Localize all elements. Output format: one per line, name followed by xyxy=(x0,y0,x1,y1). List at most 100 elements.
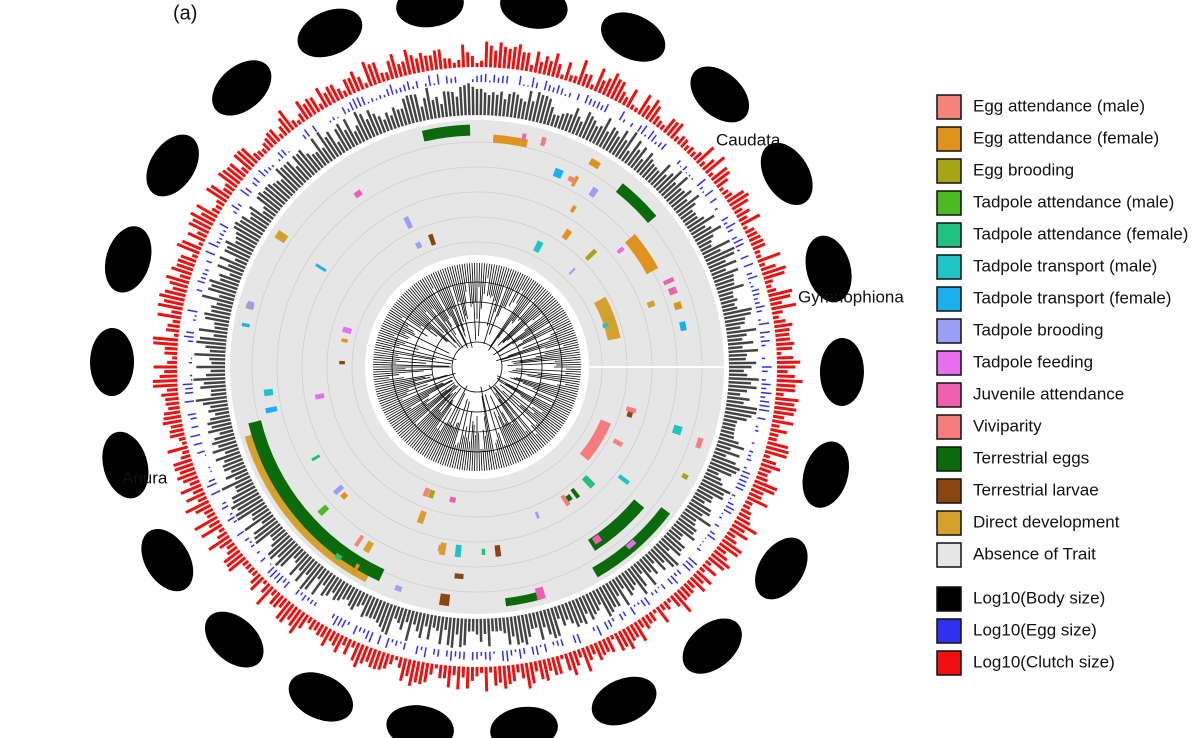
egg-bar xyxy=(543,643,548,653)
clutch-bar xyxy=(601,638,611,653)
tree-branch xyxy=(379,393,408,405)
egg-bar xyxy=(699,544,702,547)
egg-bar xyxy=(336,116,339,119)
tree-branch xyxy=(520,290,549,320)
tree-branch xyxy=(556,364,581,366)
body-bar xyxy=(272,182,293,201)
clutch-bar xyxy=(679,585,691,598)
body-bar xyxy=(637,158,654,178)
tree-branch xyxy=(512,370,581,378)
clutch-bar xyxy=(192,487,204,495)
body-bar xyxy=(726,376,759,381)
clutch-bar xyxy=(738,511,751,521)
clutch-bar xyxy=(736,208,751,219)
tree-branch xyxy=(377,334,406,344)
clutch-bar xyxy=(506,48,512,69)
clutch-bar xyxy=(704,156,726,175)
body-bar xyxy=(225,240,254,257)
egg-bar xyxy=(723,508,732,515)
egg-bar xyxy=(347,108,351,113)
body-bar xyxy=(299,561,323,590)
clutch-bar xyxy=(190,211,214,227)
egg-bar xyxy=(219,222,229,229)
clutch-bar xyxy=(176,471,197,481)
body-bar xyxy=(707,259,737,274)
tree-branch xyxy=(480,263,485,309)
egg-bar xyxy=(376,635,382,645)
egg-bar xyxy=(535,82,539,89)
body-bar xyxy=(656,170,683,196)
body-bar xyxy=(391,107,401,130)
clutch-bar xyxy=(429,663,434,675)
clutch-bar xyxy=(726,531,736,539)
tree-branch xyxy=(502,390,554,439)
body-bar xyxy=(516,613,525,643)
trait-arc xyxy=(588,157,601,170)
body-bar xyxy=(710,267,739,281)
egg-bar xyxy=(618,111,626,121)
body-bar xyxy=(527,611,534,630)
body-bar xyxy=(483,92,487,118)
clutch-bar xyxy=(384,71,391,81)
tree-branch xyxy=(493,305,562,356)
clutch-bar xyxy=(423,55,430,72)
egg-bar xyxy=(679,165,682,168)
clutch-bar xyxy=(644,614,653,625)
tree-branch xyxy=(533,396,570,416)
trait-arc xyxy=(341,338,349,343)
tree-branch xyxy=(394,389,448,431)
body-bar xyxy=(584,120,597,143)
egg-bar xyxy=(506,650,509,662)
egg-bar xyxy=(223,229,227,233)
clutch-bar xyxy=(163,410,181,416)
body-bar xyxy=(594,117,612,148)
clutch-bar xyxy=(418,52,425,73)
clutch-bar xyxy=(524,662,532,689)
body-bar xyxy=(234,477,254,489)
tree-branch xyxy=(482,429,488,471)
tree-branch xyxy=(373,374,399,378)
tree-branch xyxy=(488,269,515,335)
clutch-bar xyxy=(177,258,196,268)
tree-branch xyxy=(527,375,580,385)
clade-label: Anura xyxy=(122,468,168,487)
body-bar xyxy=(366,109,380,138)
clutch-bar xyxy=(203,507,214,515)
body-bar xyxy=(646,549,667,571)
body-bar xyxy=(217,264,245,277)
body-bar xyxy=(382,119,391,134)
egg-bar xyxy=(588,98,593,106)
tree-branch xyxy=(383,320,450,354)
clutch-bar xyxy=(683,582,694,594)
legend-label: Log10(Egg size) xyxy=(973,620,1097,639)
tree-branch xyxy=(480,449,483,471)
body-bar xyxy=(237,494,264,512)
egg-bar xyxy=(749,281,752,284)
body-bar xyxy=(654,172,674,193)
clutch-bar xyxy=(655,606,670,623)
body-bar xyxy=(545,106,555,128)
tree-branch xyxy=(516,278,533,304)
body-bar xyxy=(509,91,516,120)
clutch-bar xyxy=(764,449,788,459)
egg-bar xyxy=(643,134,647,137)
clutch-bar xyxy=(763,453,771,459)
legend-swatch xyxy=(936,254,962,280)
egg-bar xyxy=(184,335,194,338)
tree-branch xyxy=(533,387,575,405)
body-bar xyxy=(563,600,575,624)
clutch-bar xyxy=(563,653,572,671)
trait-arc xyxy=(351,563,361,574)
tree-branch xyxy=(493,411,515,465)
clutch-bar xyxy=(157,312,182,320)
egg-bar xyxy=(743,466,747,469)
body-bar xyxy=(556,603,567,626)
clutch-bar xyxy=(637,619,645,629)
tree-branch xyxy=(444,267,451,286)
body-bar xyxy=(607,579,620,597)
tree-branch xyxy=(482,448,485,471)
clutch-bar xyxy=(272,594,285,608)
clutch-bar xyxy=(589,644,597,655)
body-bar xyxy=(720,306,738,313)
egg-bar xyxy=(735,486,744,492)
